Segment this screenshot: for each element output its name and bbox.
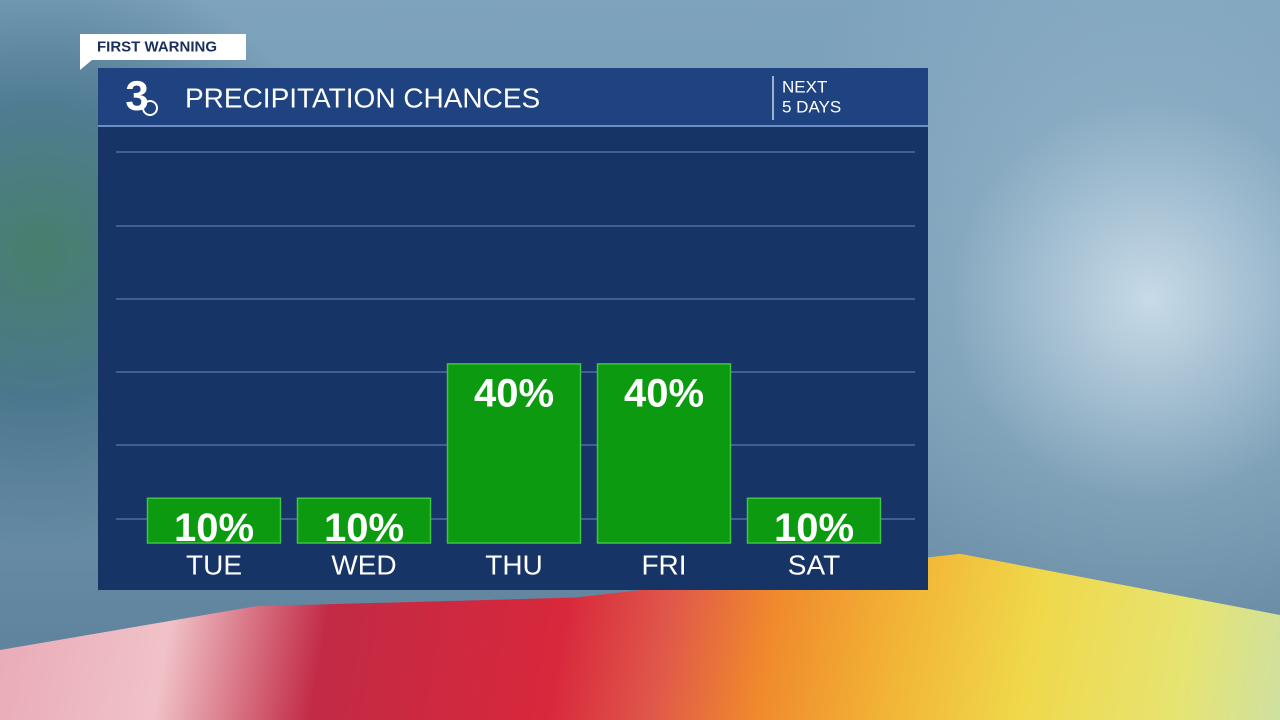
x-tick-label: TUE <box>186 549 242 580</box>
banner-text: FIRST WARNING <box>97 38 217 55</box>
value-label: 40% <box>624 371 704 415</box>
x-tick-label: WED <box>331 549 396 580</box>
x-tick-label: FRI <box>641 549 686 580</box>
logo-eye <box>142 100 158 116</box>
value-label: 10% <box>324 506 404 550</box>
period-line: 5 DAYS <box>782 97 841 116</box>
chart-title: PRECIPITATION CHANCES <box>185 82 540 113</box>
bar <box>146 497 282 544</box>
bar <box>596 363 732 544</box>
bar <box>296 497 432 544</box>
panel-header <box>98 68 928 126</box>
x-tick-label: SAT <box>788 549 840 580</box>
bar <box>446 363 582 544</box>
value-label: 40% <box>474 371 554 415</box>
bar <box>746 497 882 544</box>
banner-box <box>80 34 246 60</box>
period-line: NEXT <box>782 77 827 96</box>
x-tick-label: THU <box>485 549 543 580</box>
value-label: 10% <box>774 506 854 550</box>
banner-tail <box>80 60 92 70</box>
value-label: 10% <box>174 506 254 550</box>
